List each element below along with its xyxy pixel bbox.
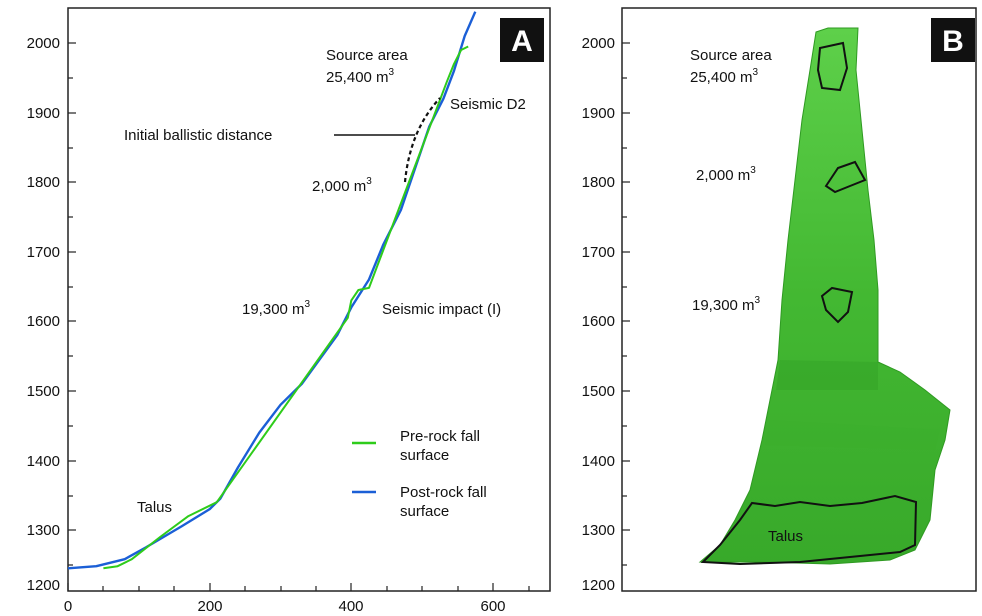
panel-a-xtick-600: 600 xyxy=(480,598,505,615)
panel-b-ytick-1500: 1500 xyxy=(582,383,615,400)
panel-a-label-seismic-d2: Seismic D2 xyxy=(450,96,526,113)
pre-rock-fall-line xyxy=(103,45,469,570)
panel-a-x-ticks xyxy=(67,583,530,591)
panel-b-ytick-1800: 1800 xyxy=(582,174,615,191)
panel-a-ytick-1300: 1300 xyxy=(27,522,60,539)
legend-pre-label-line2: surface xyxy=(400,447,449,464)
panel-a-letter: A xyxy=(511,25,533,58)
panel-a-ytick-1500: 1500 xyxy=(27,383,60,400)
panel-b-ytick-1400: 1400 xyxy=(582,453,615,470)
panel-b-ytick-1200: 1200 xyxy=(582,577,615,594)
outline-19300 xyxy=(820,286,854,324)
panel-a-label-seismic-impact: Seismic impact (I) xyxy=(382,301,501,318)
panel-b-label-vol-2000: 2,000 m3 xyxy=(696,165,756,184)
panel-b-label-vol-19300: 19,300 m3 xyxy=(692,295,761,314)
panel-b-label-talus: Talus xyxy=(768,528,803,545)
panel-b-ytick-2000: 2000 xyxy=(582,35,615,52)
legend-pre-label-line1: Pre-rock fall xyxy=(400,428,480,445)
panel-a-xtick-0: 0 xyxy=(64,598,72,615)
panel-a-label-vol-2000: 2,000 m3 xyxy=(312,176,372,195)
panel-a-label-source-area: Source area xyxy=(326,47,408,64)
outline-source-area xyxy=(816,41,849,92)
panel-b-ytick-1300: 1300 xyxy=(582,522,615,539)
outline-talus xyxy=(700,494,918,566)
legend-post-label-line2: surface xyxy=(400,503,449,520)
panel-a-frame xyxy=(67,7,551,592)
panel-b-ytick-1700: 1700 xyxy=(582,244,615,261)
panel-a-ytick-2000: 2000 xyxy=(27,35,60,52)
panel-b-label-source-volume: 25,400 m3 xyxy=(690,67,759,86)
panel-a-label-talus: Talus xyxy=(137,499,172,516)
panel-b-ytick-1600: 1600 xyxy=(582,313,615,330)
legend-post-label-line1: Post-rock fall xyxy=(400,484,487,501)
panel-a-legend: Pre-rock fall surface Post-rock fall sur… xyxy=(352,428,487,520)
panel-a-ytick-1800: 1800 xyxy=(27,174,60,191)
panel-a-xtick-200: 200 xyxy=(197,598,222,615)
panel-a-y-ticks xyxy=(68,42,76,566)
panel-a-label-source-volume: 25,400 m3 xyxy=(326,67,395,86)
terrain-shading-band xyxy=(776,360,878,390)
panel-a-ytick-1200: 1200 xyxy=(27,577,60,594)
panel-b-label-source-area: Source area xyxy=(690,47,772,64)
terrain-shading-ridge xyxy=(765,420,940,450)
panel-b-letter: B xyxy=(942,25,964,58)
outline-2000 xyxy=(824,160,867,194)
panel-a-letter-box xyxy=(500,18,544,62)
panel-b: 2000 1900 1800 1700 1600 1500 1400 1300 … xyxy=(582,7,977,594)
panel-a-ytick-1700: 1700 xyxy=(27,244,60,261)
panel-b-letter-box xyxy=(931,18,975,62)
panel-a-ytick-1900: 1900 xyxy=(27,105,60,122)
panel-b-y-ticks xyxy=(622,42,630,566)
ballistic-trajectory-dashed xyxy=(403,97,441,183)
panel-a-xtick-400: 400 xyxy=(338,598,363,615)
panel-a-ytick-1600: 1600 xyxy=(27,313,60,330)
profile-lines xyxy=(67,11,477,570)
panel-a-ytick-1400: 1400 xyxy=(27,453,60,470)
panel-a: 2000 1900 1800 1700 1600 1500 1400 1300 … xyxy=(27,7,551,615)
panel-a-label-vol-19300: 19,300 m3 xyxy=(242,299,311,318)
panel-b-ytick-1900: 1900 xyxy=(582,105,615,122)
panel-a-label-ballistic: Initial ballistic distance xyxy=(124,127,272,144)
terrain-model xyxy=(698,27,951,565)
